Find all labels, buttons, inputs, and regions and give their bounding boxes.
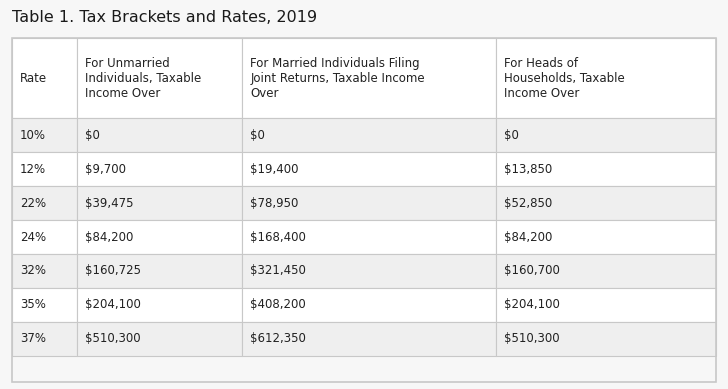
Text: $0: $0 <box>250 128 265 142</box>
Text: For Heads of
Households, Taxable
Income Over: For Heads of Households, Taxable Income … <box>504 56 625 100</box>
Text: $39,475: $39,475 <box>85 196 133 210</box>
Bar <box>12 220 77 254</box>
Bar <box>242 152 496 186</box>
Bar <box>496 322 716 356</box>
Bar <box>12 38 77 118</box>
Text: 22%: 22% <box>20 196 46 210</box>
Text: 10%: 10% <box>20 128 46 142</box>
Bar <box>77 322 242 356</box>
Bar <box>496 288 716 322</box>
Text: For Married Individuals Filing
Joint Returns, Taxable Income
Over: For Married Individuals Filing Joint Ret… <box>250 56 425 100</box>
Bar <box>242 38 496 118</box>
Bar <box>12 118 77 152</box>
Bar <box>496 118 716 152</box>
Text: Table 1. Tax Brackets and Rates, 2019: Table 1. Tax Brackets and Rates, 2019 <box>12 10 317 25</box>
Bar <box>496 152 716 186</box>
Text: For Unmarried
Individuals, Taxable
Income Over: For Unmarried Individuals, Taxable Incom… <box>85 56 201 100</box>
Bar <box>77 152 242 186</box>
Text: 24%: 24% <box>20 231 46 244</box>
Text: $510,300: $510,300 <box>504 333 560 345</box>
Text: $84,200: $84,200 <box>85 231 133 244</box>
Bar <box>77 118 242 152</box>
Text: $612,350: $612,350 <box>250 333 306 345</box>
Text: 35%: 35% <box>20 298 46 312</box>
Text: $78,950: $78,950 <box>250 196 299 210</box>
Text: $160,725: $160,725 <box>85 265 141 277</box>
Bar <box>77 38 242 118</box>
Text: Rate: Rate <box>20 72 47 84</box>
Bar <box>12 322 77 356</box>
Text: $0: $0 <box>85 128 100 142</box>
Text: $204,100: $204,100 <box>85 298 141 312</box>
Bar <box>77 288 242 322</box>
Bar <box>77 220 242 254</box>
Text: $160,700: $160,700 <box>504 265 560 277</box>
Text: $19,400: $19,400 <box>250 163 299 175</box>
Text: $321,450: $321,450 <box>250 265 306 277</box>
Bar <box>12 186 77 220</box>
Bar <box>12 288 77 322</box>
Bar <box>12 254 77 288</box>
Bar <box>496 220 716 254</box>
Bar <box>242 288 496 322</box>
Text: $13,850: $13,850 <box>504 163 553 175</box>
Bar <box>496 38 716 118</box>
Text: $84,200: $84,200 <box>504 231 553 244</box>
Bar <box>242 254 496 288</box>
Bar <box>496 254 716 288</box>
Text: $52,850: $52,850 <box>504 196 553 210</box>
Bar <box>242 322 496 356</box>
Text: $408,200: $408,200 <box>250 298 306 312</box>
Bar <box>496 186 716 220</box>
Text: 32%: 32% <box>20 265 46 277</box>
Text: 37%: 37% <box>20 333 46 345</box>
Bar <box>242 186 496 220</box>
Bar <box>12 38 716 382</box>
Text: $9,700: $9,700 <box>85 163 126 175</box>
Bar <box>242 220 496 254</box>
Text: $0: $0 <box>504 128 519 142</box>
Bar <box>12 152 77 186</box>
Text: $510,300: $510,300 <box>85 333 141 345</box>
Text: $204,100: $204,100 <box>504 298 560 312</box>
Text: 12%: 12% <box>20 163 46 175</box>
Bar <box>77 254 242 288</box>
Bar <box>77 186 242 220</box>
Bar <box>242 118 496 152</box>
Text: $168,400: $168,400 <box>250 231 306 244</box>
